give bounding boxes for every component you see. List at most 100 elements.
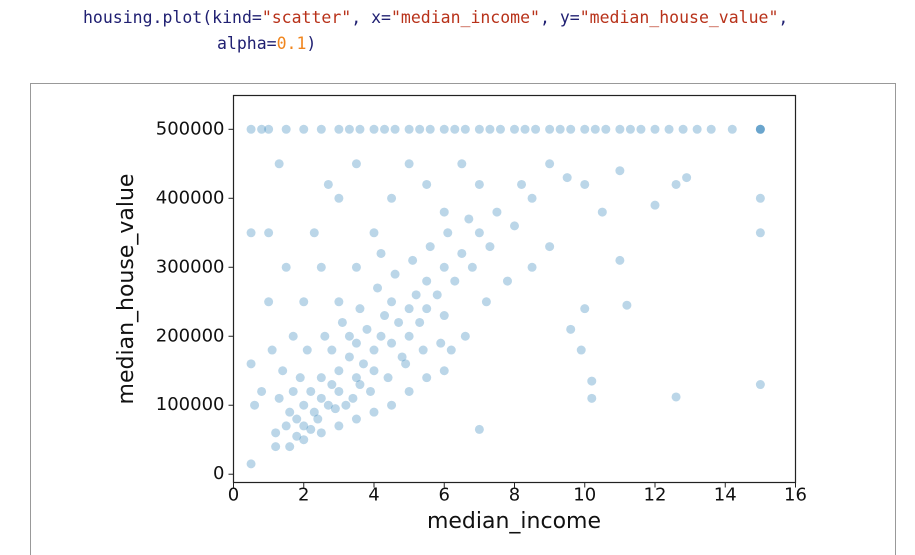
scatter-point xyxy=(246,228,256,238)
scatter-point xyxy=(650,200,660,210)
scatter-point xyxy=(271,442,281,452)
scatter-point xyxy=(299,124,309,134)
scatter-point xyxy=(408,255,418,265)
scatter-point xyxy=(671,392,681,402)
scatter-point xyxy=(351,338,361,348)
scatter-point xyxy=(316,124,326,134)
scatter-point xyxy=(246,359,256,369)
scatter-point xyxy=(281,262,291,272)
scatter-point xyxy=(678,124,688,134)
scatter-point xyxy=(460,124,470,134)
scatter-point xyxy=(390,124,400,134)
scatter-point xyxy=(285,442,295,452)
scatter-point xyxy=(682,173,692,183)
output-frame xyxy=(30,83,896,555)
scatter-point xyxy=(587,376,597,386)
scatter-point xyxy=(555,124,565,134)
scatter-point xyxy=(390,269,400,279)
scatter-point xyxy=(415,124,425,134)
y-tick-label: 100000 xyxy=(156,394,225,415)
scatter-point xyxy=(510,221,519,231)
scatter-point xyxy=(527,193,537,203)
scatter-point xyxy=(755,124,765,134)
scatter-point xyxy=(341,400,351,410)
scatter-point xyxy=(545,159,555,169)
scatter-point xyxy=(439,124,449,134)
x-tick-label: 10 xyxy=(573,485,596,506)
scatter-point xyxy=(474,179,484,189)
scatter-point xyxy=(457,248,467,258)
scatter-point xyxy=(485,242,495,252)
scatter-point xyxy=(334,421,344,431)
scatter-point xyxy=(355,380,365,390)
scatter-point xyxy=(383,373,393,383)
scatter-point xyxy=(334,193,344,203)
scatter-point xyxy=(755,228,765,238)
code-line: alpha=0.1) xyxy=(83,31,788,57)
scatter-point xyxy=(446,345,456,355)
scatter-point xyxy=(692,124,702,134)
scatter-point xyxy=(316,428,326,438)
scatter-point xyxy=(348,393,358,403)
scatter-point xyxy=(432,290,442,300)
scatter-point xyxy=(650,124,660,134)
scatter-point xyxy=(636,124,646,134)
x-tick-label: 2 xyxy=(298,485,309,506)
scatter-point xyxy=(755,380,765,390)
scatter-point xyxy=(615,166,625,176)
scatter-point xyxy=(527,262,537,272)
scatter-point xyxy=(562,173,572,183)
scatter-point xyxy=(250,400,260,410)
scatter-point xyxy=(460,331,470,341)
y-tick-label: 0 xyxy=(213,463,224,484)
axes-frame xyxy=(232,94,797,484)
scatter-point xyxy=(306,424,316,434)
scatter-point xyxy=(316,393,326,403)
scatter-point xyxy=(545,124,555,134)
scatter-point xyxy=(597,207,607,217)
scatter-point xyxy=(397,352,407,362)
scatter-point xyxy=(313,414,323,424)
scatter-point xyxy=(288,386,298,396)
scatter-point xyxy=(306,386,316,396)
x-tick-label: 14 xyxy=(714,485,737,506)
scatter-point xyxy=(334,386,344,396)
scatter-point xyxy=(439,207,449,217)
scatter-point xyxy=(404,304,414,314)
scatter-point xyxy=(566,124,576,134)
scatter-point xyxy=(285,407,295,417)
scatter-point xyxy=(727,124,737,134)
scatter-point xyxy=(520,124,530,134)
scatter-point xyxy=(309,228,319,238)
scatter-point xyxy=(615,255,625,265)
scatter-point xyxy=(327,380,337,390)
scatter-point xyxy=(323,400,333,410)
scatter-point xyxy=(387,193,397,203)
scatter-point xyxy=(422,304,432,314)
scatter-point xyxy=(274,159,284,169)
x-tick-label: 16 xyxy=(784,485,807,506)
scatter-point xyxy=(671,179,681,189)
scatter-point xyxy=(380,311,390,321)
scatter-point xyxy=(545,242,555,252)
scatter-point xyxy=(365,386,375,396)
scatter-point xyxy=(295,373,305,383)
x-tick-label: 4 xyxy=(368,485,379,506)
scatter-point xyxy=(457,159,467,169)
scatter-point xyxy=(580,124,590,134)
scatter-point xyxy=(467,262,477,272)
scatter-point xyxy=(334,124,344,134)
code-token: , xyxy=(778,8,789,27)
code-token: housing.plot(kind= xyxy=(83,8,262,27)
scatter-point xyxy=(380,124,390,134)
scatter-point xyxy=(394,317,404,327)
scatter-point xyxy=(576,345,586,355)
scatter-point xyxy=(302,345,312,355)
scatter-point xyxy=(415,317,425,327)
scatter-point xyxy=(450,124,460,134)
scatter-point xyxy=(404,124,414,134)
scatter-point xyxy=(344,331,354,341)
scatter-point xyxy=(369,366,379,376)
scatter-point xyxy=(439,311,449,321)
